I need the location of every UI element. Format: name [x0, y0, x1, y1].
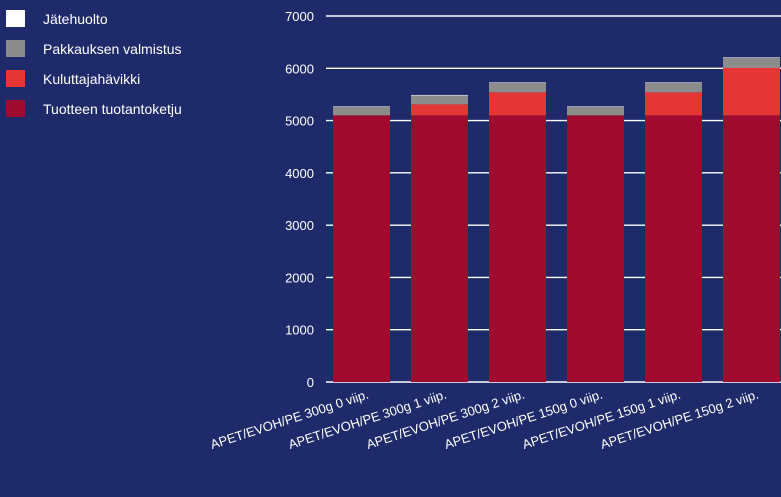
gridlines [326, 15, 781, 383]
bar-segment [567, 115, 624, 382]
legend-swatch [6, 10, 25, 27]
bar-segment [489, 82, 546, 83]
y-tick-label: 7000 [285, 9, 314, 24]
legend-label: Kuluttajahävikki [43, 71, 140, 87]
bar-segment [723, 57, 780, 58]
y-tick-label: 4000 [285, 166, 314, 181]
y-tick-label: 2000 [285, 270, 314, 285]
bars [333, 57, 780, 382]
bar-segment [645, 82, 702, 93]
bar-segment [411, 104, 468, 116]
bar-segment [411, 94, 468, 96]
bar-segment [723, 67, 780, 116]
bar-segment [411, 115, 468, 382]
bar-segment [723, 57, 780, 68]
y-tick-label: 0 [307, 375, 314, 390]
bar-segment [411, 95, 468, 105]
legend-label: Jätehuolto [43, 11, 108, 27]
bar-segment [489, 82, 546, 93]
bar-segment [333, 106, 390, 116]
legend-swatch [6, 100, 25, 117]
bar-segment [333, 115, 390, 382]
y-tick-label: 5000 [285, 114, 314, 129]
bar-segment [489, 92, 546, 116]
bar-segment [333, 106, 390, 107]
bar-segment [723, 115, 780, 382]
legend-swatch [6, 70, 25, 87]
bar-segment [645, 82, 702, 83]
y-tick-label: 3000 [285, 218, 314, 233]
legend-label: Tuotteen tuotantoketju [43, 101, 182, 117]
legend-swatch [6, 40, 25, 57]
bar-segment [645, 115, 702, 382]
bar-segment [645, 92, 702, 116]
y-tick-label: 1000 [285, 323, 314, 338]
x-axis: APET/EVOH/PE 300g 0 viip.APET/EVOH/PE 30… [208, 387, 760, 452]
bar-segment [489, 115, 546, 382]
y-axis: 0 1000 2000 3000 4000 5000 6000 7000 [285, 9, 314, 390]
legend: Jätehuolto Pakkauksen valmistus Kuluttajah… [6, 10, 182, 117]
legend-label: Pakkauksen valmistus [43, 41, 182, 57]
y-tick-label: 6000 [285, 61, 314, 76]
bar-segment [567, 106, 624, 107]
bar-segment [567, 106, 624, 116]
